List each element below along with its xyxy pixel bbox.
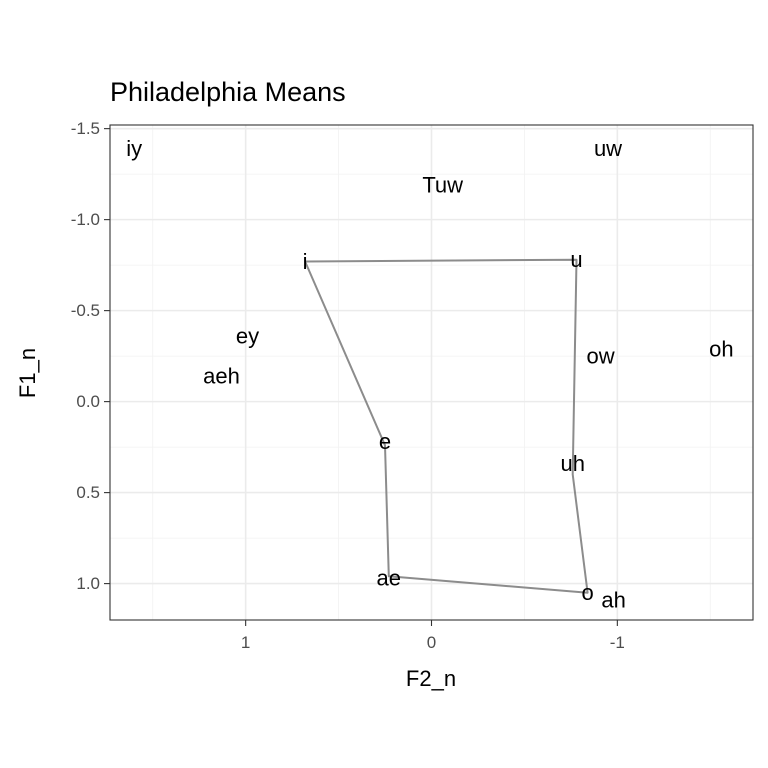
point-label-i: i [303, 249, 308, 274]
point-label-e: e [379, 429, 391, 454]
point-label-tuw: Tuw [422, 173, 463, 198]
x-tick-label: 1 [241, 633, 250, 652]
point-label-ae: ae [377, 566, 401, 591]
chart-title: Philadelphia Means [110, 77, 346, 107]
y-tick-label: -1.5 [71, 119, 100, 138]
grid-lines [110, 125, 753, 620]
point-label-uh: uh [560, 451, 584, 476]
point-label-oh: oh [709, 336, 733, 361]
point-label-uw: uw [594, 136, 622, 161]
x-axis: 1 0 -1 [241, 620, 625, 652]
y-tick-label: -0.5 [71, 301, 100, 320]
y-tick-label: 0.5 [76, 483, 100, 502]
point-labels: iy uw Tuw i u ey ow oh aeh e uh ae o ah [126, 136, 733, 612]
point-label-ah: ah [601, 588, 625, 613]
y-tick-label: 0.0 [76, 392, 100, 411]
point-label-ey: ey [236, 324, 259, 349]
x-axis-title: F2_n [406, 666, 456, 691]
y-tick-label: -1.0 [71, 210, 100, 229]
point-label-iy: iy [126, 136, 142, 161]
x-tick-label: 0 [427, 633, 436, 652]
point-label-o: o [581, 580, 593, 605]
vowel-path [304, 258, 589, 594]
x-tick-label: -1 [610, 633, 625, 652]
y-tick-label: 1.0 [76, 574, 100, 593]
point-label-u: u [570, 247, 582, 272]
vowel-path-line [304, 258, 589, 594]
point-label-ow: ow [587, 344, 615, 369]
y-axis-title: F1_n [15, 348, 40, 398]
y-axis: -1.5 -1.0 -0.5 0.0 0.5 1.0 [71, 119, 110, 593]
point-label-aeh: aeh [203, 364, 240, 389]
